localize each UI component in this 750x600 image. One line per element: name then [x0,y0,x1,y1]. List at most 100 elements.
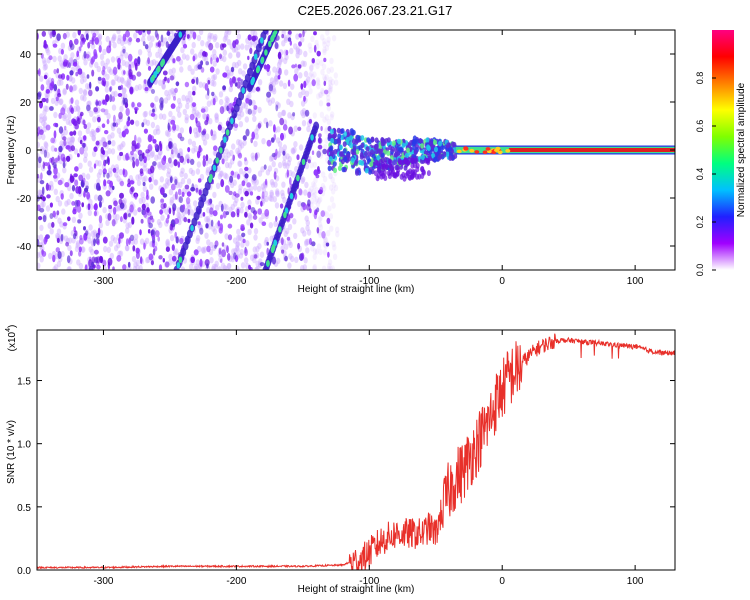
noise-blob [250,30,255,36]
noise-blob [117,144,122,151]
noise-blob [271,160,276,168]
noise-blob [245,240,250,247]
noise-blob [257,242,262,250]
noise-blob [224,65,230,72]
noise-blob [59,140,64,147]
noise-blob [323,128,329,135]
noise-blob [179,171,184,178]
tone-blob [346,132,351,139]
noise-blob [212,53,218,61]
noise-blob [146,154,151,161]
noise-speck [52,161,57,169]
noise-blob [149,60,154,67]
noise-blob [211,225,216,232]
noise-blob [110,234,115,242]
noise-blob [233,200,238,207]
y-tick-label: 0.5 [17,503,31,514]
noise-blob [62,167,67,174]
noise-blob [282,196,287,204]
noise-speck [57,93,62,98]
noise-blob [184,95,190,102]
noise-blob [133,209,138,216]
noise-speck [63,139,67,147]
noise-blob [97,33,103,40]
noise-blob [234,61,239,69]
tone-blob [433,156,438,163]
tone-blob [391,140,396,146]
noise-blob [111,91,116,98]
noise-blob [232,237,238,244]
noise-speck [119,151,124,157]
noise-blob [135,174,140,181]
noise-speck [264,178,268,186]
noise-blob [304,90,310,97]
noise-blob [324,211,329,218]
noise-blob [150,150,155,157]
noise-blob [329,196,335,203]
snr-y-scale-base: (x10 [7,331,18,351]
noise-speck [219,53,222,60]
noise-blob [257,170,263,177]
noise-blob [195,265,200,270]
noise-speck [52,43,58,48]
noise-blob [195,131,201,138]
noise-speck [62,32,67,40]
noise-blob [180,167,185,174]
noise-speck [78,250,82,257]
noise-speck [126,182,131,188]
noise-blob [60,42,66,49]
noise-speck [86,104,91,112]
noise-blob [153,179,159,186]
noise-speck [260,200,263,207]
noise-blob [247,212,252,219]
noise-blob [118,250,124,257]
noise-blob [311,181,316,188]
noise-blob [196,111,201,119]
noise-blob [216,165,221,172]
noise-speck [244,211,248,218]
noise-speck [44,162,49,167]
noise-speck [87,203,91,211]
noise-blob [314,248,320,255]
noise-blob [250,152,255,159]
noise-blob [263,190,269,198]
noise-blob [58,98,63,106]
noise-speck [187,218,191,223]
noise-blob [175,124,180,132]
noise-blob [321,63,327,70]
noise-blob [333,72,338,79]
noise-blob [310,245,315,252]
noise-blob [150,35,155,42]
colorbar-label: Normalized spectral amplitude [736,82,747,217]
noise-blob [157,163,163,170]
noise-speck [60,153,66,162]
noise-speck [83,190,86,198]
noise-blob [57,217,62,224]
x-tick-label: 100 [627,576,644,587]
streak-highlight [278,226,282,233]
noise-blob [52,55,57,63]
noise-blob [228,52,233,59]
noise-blob [178,181,183,189]
noise-blob [305,219,310,227]
noise-blob [328,172,333,180]
noise-speck [122,168,126,176]
noise-speck [60,48,64,55]
tone-blob [328,156,333,162]
noise-speck [150,196,155,204]
noise-blob [195,234,201,242]
noise-blob [169,196,174,204]
noise-blob [170,87,175,95]
noise-speck [39,180,45,185]
tone-blob [438,140,442,147]
noise-blob [89,110,94,118]
noise-blob [277,161,283,169]
noise-speck [222,72,228,78]
noise-blob [308,72,313,79]
noise-speck [131,143,137,152]
noise-blob [254,266,259,270]
noise-blob [116,37,122,45]
tone-blob [354,139,359,145]
streak-highlight [178,256,183,263]
noise-blob [273,75,279,83]
